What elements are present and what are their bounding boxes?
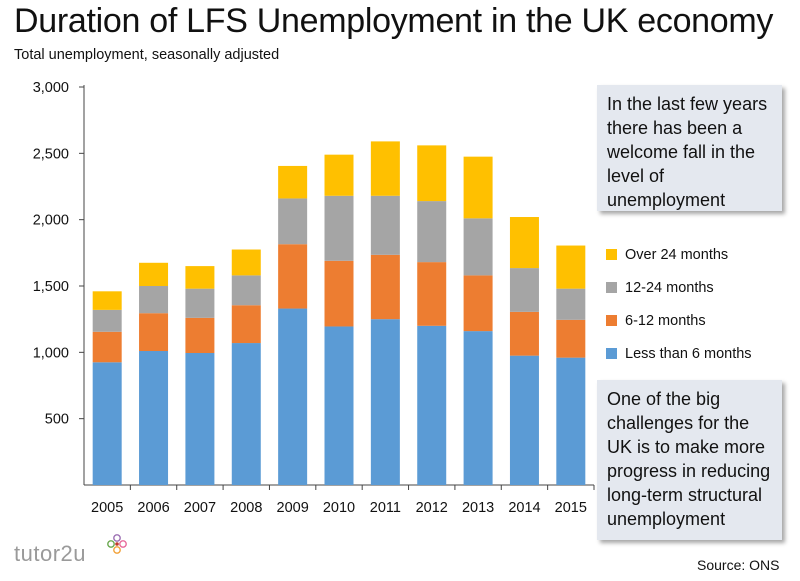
bar-12-24-months-2011	[370, 195, 400, 255]
bar-over-24-months-2012	[417, 145, 447, 202]
bar-less-than-6-months-2008	[231, 343, 261, 485]
bar-12-24-months-2009	[278, 198, 308, 245]
bar-12-24-months-2015	[556, 288, 586, 320]
bar-less-than-6-months-2011	[370, 319, 400, 485]
y-tick-label: 2,500	[33, 146, 69, 162]
bar-over-24-months-2010	[324, 154, 354, 196]
bar-less-than-6-months-2009	[278, 308, 308, 485]
x-tick-label: 2009	[277, 500, 309, 516]
bar-6-12-months-2005	[92, 331, 122, 363]
bar-6-12-months-2010	[324, 260, 354, 327]
legend-item: Less than 6 months	[606, 337, 791, 370]
bar-12-24-months-2007	[185, 288, 215, 318]
bar-less-than-6-months-2005	[92, 362, 122, 485]
x-tick-label: 2010	[323, 500, 355, 516]
bar-12-24-months-2014	[509, 268, 539, 312]
bar-6-12-months-2006	[139, 313, 169, 352]
bar-over-24-months-2006	[139, 262, 169, 286]
x-tick-label: 2005	[91, 500, 123, 516]
flower-logo-icon	[107, 534, 127, 554]
legend-label: Over 24 months	[625, 246, 729, 263]
bar-6-12-months-2011	[370, 254, 400, 320]
bar-6-12-months-2012	[417, 262, 447, 326]
bar-over-24-months-2013	[463, 156, 493, 219]
y-tick-label: 1,000	[33, 345, 69, 361]
bar-6-12-months-2015	[556, 319, 586, 358]
y-tick-label: 1,500	[33, 279, 69, 295]
legend-item: 6-12 months	[606, 304, 791, 337]
legend-item: 12-24 months	[606, 271, 791, 304]
y-tick-label: 2,000	[33, 213, 69, 229]
legend-label: Less than 6 months	[625, 345, 752, 362]
bar-6-12-months-2007	[185, 317, 215, 353]
bar-less-than-6-months-2013	[463, 331, 493, 485]
callout-top: In the last few years there has been a w…	[597, 85, 782, 211]
x-tick-label: 2008	[230, 500, 262, 516]
bar-over-24-months-2008	[231, 249, 261, 276]
bar-less-than-6-months-2010	[324, 326, 354, 485]
bar-over-24-months-2005	[92, 291, 122, 310]
chart-title: Duration of LFS Unemployment in the UK e…	[14, 2, 774, 40]
bar-12-24-months-2013	[463, 218, 493, 276]
legend-label: 12-24 months	[625, 279, 714, 296]
bar-12-24-months-2006	[139, 286, 169, 314]
chart-subtitle: Total unemployment, seasonally adjusted	[14, 47, 280, 63]
bar-6-12-months-2009	[278, 244, 308, 309]
bar-12-24-months-2012	[417, 201, 447, 263]
bar-6-12-months-2008	[231, 305, 261, 344]
bar-less-than-6-months-2012	[417, 325, 447, 485]
x-tick-label: 2013	[462, 500, 494, 516]
legend-swatch	[606, 249, 617, 260]
bar-over-24-months-2009	[278, 165, 308, 199]
legend-swatch	[606, 348, 617, 359]
x-tick-label: 2006	[137, 500, 169, 516]
bar-less-than-6-months-2006	[139, 351, 169, 485]
bar-over-24-months-2007	[185, 266, 215, 289]
source-note: Source: ONS	[697, 557, 780, 573]
bar-over-24-months-2015	[556, 245, 586, 289]
legend-label: 6-12 months	[625, 312, 706, 329]
y-tick-label: 500	[45, 412, 69, 428]
legend-item: Over 24 months	[606, 238, 791, 271]
x-tick-label: 2015	[555, 500, 587, 516]
bar-6-12-months-2013	[463, 275, 493, 332]
bar-over-24-months-2011	[370, 141, 400, 196]
chart-legend: Over 24 months 12-24 months 6-12 months Les…	[606, 238, 791, 370]
bar-less-than-6-months-2007	[185, 352, 215, 485]
bar-6-12-months-2014	[509, 311, 539, 356]
x-tick-label: 2007	[184, 500, 216, 516]
legend-swatch	[606, 282, 617, 293]
bar-12-24-months-2005	[92, 309, 122, 332]
bar-less-than-6-months-2015	[556, 357, 586, 485]
bar-12-24-months-2008	[231, 275, 261, 306]
callout-bottom: One of the big challenges for the UK is …	[597, 380, 782, 540]
x-tick-label: 2012	[416, 500, 448, 516]
bar-less-than-6-months-2014	[509, 355, 539, 485]
y-tick-label: 3,000	[33, 80, 69, 96]
tutor2u-logo: tutor2u	[14, 541, 86, 566]
x-tick-label: 2014	[508, 500, 540, 516]
bar-12-24-months-2010	[324, 195, 354, 261]
x-tick-label: 2011	[370, 500, 401, 516]
bar-over-24-months-2014	[509, 217, 539, 269]
legend-swatch	[606, 315, 617, 326]
